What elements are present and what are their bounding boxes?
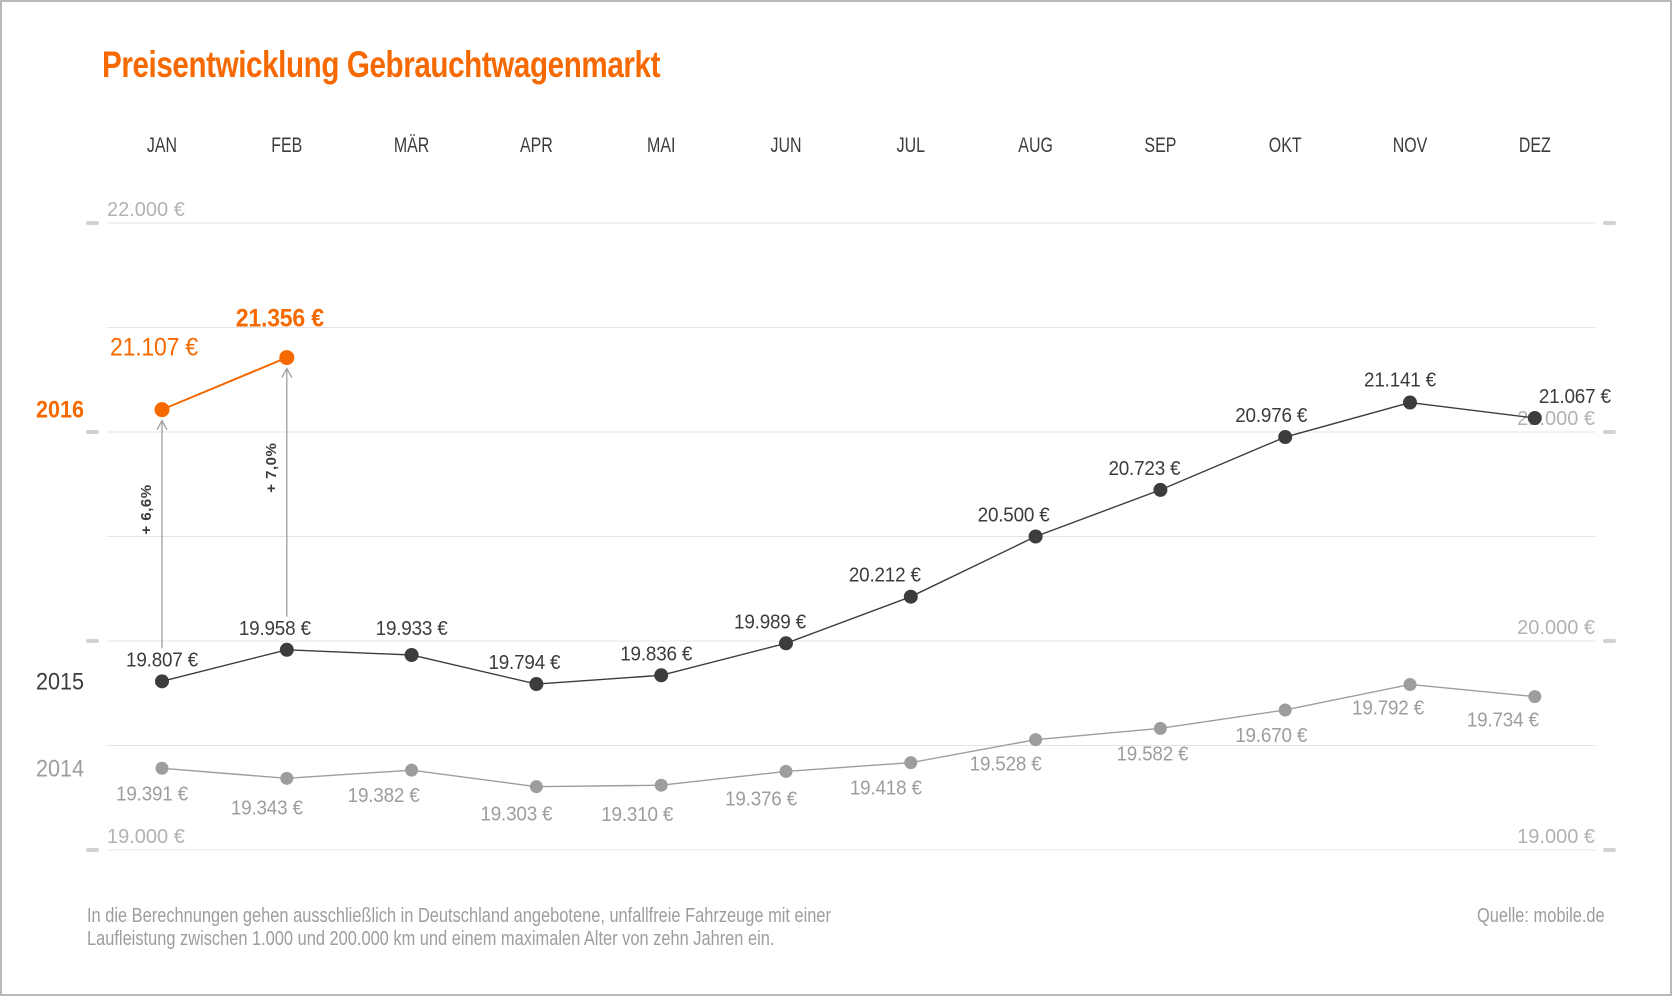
percent-annotation: + 7,0% <box>263 443 280 493</box>
data-point-2014 <box>155 761 169 775</box>
data-point-2014 <box>1029 733 1043 747</box>
month-label: AUG <box>1018 133 1053 157</box>
axis-tick-left <box>86 848 99 852</box>
data-point-2014 <box>280 771 294 785</box>
data-label-2014: 19.382 € <box>348 784 420 807</box>
data-label-2015: 19.794 € <box>488 651 560 674</box>
footnote-line-2: Laufleistung zwischen 1.000 und 200.000 … <box>87 928 775 950</box>
month-label: SEP <box>1144 133 1176 157</box>
data-label-2014: 19.343 € <box>231 797 303 820</box>
data-label-2014: 19.310 € <box>601 804 673 827</box>
series-2014-line <box>161 683 1535 788</box>
data-point-2015 <box>1278 430 1293 445</box>
data-point-2015 <box>279 642 294 657</box>
month-label: DEZ <box>1519 133 1551 157</box>
data-label-2014: 19.376 € <box>725 788 797 811</box>
axis-tick-left <box>86 221 99 225</box>
axis-tick-right <box>1603 848 1616 852</box>
axis-tick-right <box>1603 639 1616 643</box>
month-label: JUL <box>897 133 925 157</box>
footnote-line-1: In die Berechnungen gehen ausschließlich… <box>87 905 831 927</box>
chart-title: Preisentwicklung Gebrauchtwagenmarkt <box>102 44 661 85</box>
month-label: MÄR <box>394 133 429 157</box>
y-axis-label-left: 22.000 € <box>107 199 185 221</box>
percent-annotation: + 6,6% <box>138 484 155 534</box>
data-point-2014 <box>779 764 793 778</box>
month-label: NOV <box>1393 133 1428 157</box>
series-2016-line <box>161 356 288 411</box>
source-credit: Quelle: mobile.de <box>1477 905 1605 927</box>
data-label-2015: 21.067 € <box>1539 385 1611 408</box>
data-point-2015 <box>779 636 793 651</box>
data-label-2014: 19.582 € <box>1116 743 1188 766</box>
axis-tick-left <box>86 639 99 643</box>
data-point-2014 <box>1528 690 1542 704</box>
year-label-2014: 2014 <box>36 754 84 781</box>
data-label-2014: 19.792 € <box>1352 697 1424 720</box>
axis-tick-left <box>86 430 99 434</box>
data-point-2015 <box>404 648 419 663</box>
year-label-2015: 2015 <box>36 667 84 694</box>
data-label-2015: 19.958 € <box>239 617 311 640</box>
month-label: JUN <box>770 133 801 157</box>
data-label-2015: 21.141 € <box>1364 369 1436 392</box>
series-2015-line <box>161 401 1535 685</box>
data-label-2014: 19.418 € <box>850 777 922 800</box>
y-axis-label-left: 19.000 € <box>107 826 185 848</box>
data-label-2015: 20.976 € <box>1235 404 1307 427</box>
data-point-2014 <box>529 780 543 794</box>
chart-footnote: In die Berechnungen gehen ausschließlich… <box>87 905 831 951</box>
trend-arrow-head <box>156 419 168 430</box>
data-label-2016: 21.356 € <box>236 305 324 333</box>
data-label-2014: 19.670 € <box>1235 724 1307 747</box>
data-label-2015: 19.933 € <box>376 617 448 640</box>
data-point-2014 <box>1403 677 1417 691</box>
month-label: MAI <box>647 133 675 157</box>
data-label-2015: 19.836 € <box>620 643 692 666</box>
month-label: APR <box>520 133 553 157</box>
data-point-2015 <box>654 668 669 683</box>
data-point-2016 <box>154 402 170 418</box>
data-label-2016: 21.107 € <box>110 334 199 362</box>
data-label-2015: 19.807 € <box>126 649 198 672</box>
data-point-2015 <box>1527 410 1542 425</box>
data-label-2015: 20.500 € <box>978 504 1050 527</box>
data-point-2014 <box>1278 703 1292 717</box>
axis-tick-right <box>1603 430 1616 434</box>
data-point-2015 <box>903 589 918 604</box>
axis-tick-right <box>1603 221 1616 225</box>
data-label-2015: 20.723 € <box>1108 457 1180 480</box>
data-label-2014: 19.734 € <box>1467 709 1539 732</box>
year-label-2016: 2016 <box>36 396 84 423</box>
data-point-2015 <box>1403 395 1417 410</box>
data-point-2015 <box>1153 482 1168 497</box>
trend-arrow-head <box>281 367 293 378</box>
data-point-2014 <box>654 778 668 792</box>
month-label: FEB <box>271 133 302 157</box>
data-point-2014 <box>1153 721 1167 735</box>
data-point-2015 <box>1028 529 1043 544</box>
data-label-2015: 20.212 € <box>849 564 921 587</box>
data-label-2014: 19.303 € <box>480 803 552 826</box>
data-point-2014 <box>904 756 918 770</box>
data-point-2015 <box>155 674 169 689</box>
data-point-2014 <box>405 763 419 777</box>
month-label: JAN <box>147 133 177 157</box>
y-axis-label-right: 20.000 € <box>1517 617 1595 639</box>
data-label-2014: 19.391 € <box>116 783 188 806</box>
data-label-2014: 19.528 € <box>970 753 1042 776</box>
data-point-2015 <box>529 677 544 692</box>
y-axis-label-right: 19.000 € <box>1517 826 1595 848</box>
month-label: OKT <box>1269 133 1302 157</box>
data-label-2015: 19.989 € <box>734 611 806 634</box>
data-point-2016 <box>279 350 295 366</box>
